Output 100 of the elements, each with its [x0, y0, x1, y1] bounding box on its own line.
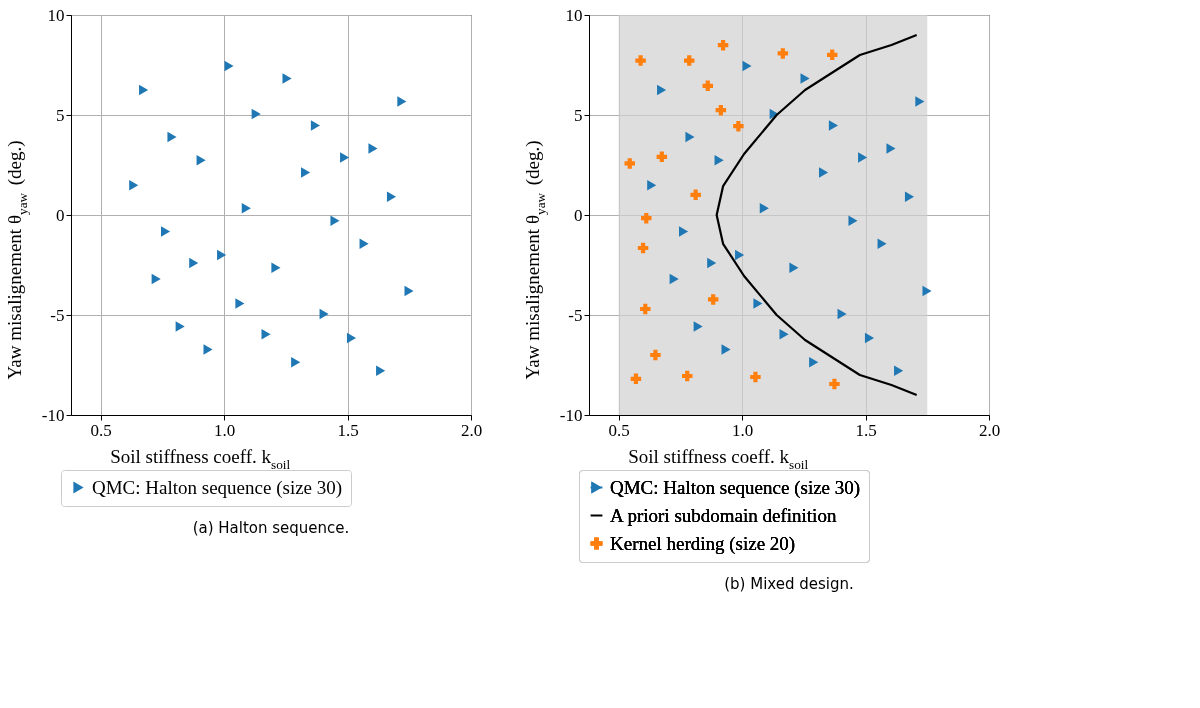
point — [707, 257, 717, 269]
point — [742, 60, 752, 72]
point — [330, 215, 340, 227]
legend-label: A priori subdomain definition — [610, 504, 837, 526]
point — [679, 226, 689, 237]
y-axis-title: Yaw misalignement θyaw (deg.) — [522, 140, 548, 380]
point — [637, 242, 649, 254]
point — [161, 226, 171, 237]
x-tick-label: 1.5 — [855, 420, 877, 440]
point — [707, 294, 719, 305]
point — [151, 273, 161, 285]
point — [235, 298, 245, 309]
point — [684, 55, 695, 66]
point — [319, 308, 329, 320]
x-tick-label: 1.0 — [731, 420, 754, 440]
line-series — [715, 33, 918, 397]
point — [915, 96, 925, 107]
point — [669, 273, 679, 285]
y-tick-label: -10 — [559, 405, 583, 425]
y-tick-label: 0 — [56, 205, 65, 225]
point — [733, 120, 744, 132]
y-tick-label: -5 — [568, 305, 583, 325]
point — [809, 356, 819, 368]
point — [714, 154, 724, 166]
x-tick-label: 1.5 — [337, 420, 359, 440]
point — [397, 96, 407, 107]
y-tick-label: 10 — [565, 5, 583, 25]
point — [904, 191, 915, 203]
y-tick-label: 5 — [56, 105, 65, 125]
legend-label: Kernel herding (size 20) — [610, 532, 796, 555]
point — [864, 332, 875, 344]
point — [735, 249, 745, 261]
point — [837, 308, 847, 320]
point — [271, 262, 281, 274]
y-tick-label: -5 — [50, 305, 65, 325]
point — [630, 373, 642, 385]
point — [129, 179, 139, 191]
point — [721, 344, 731, 355]
x-tick-label: 0.5 — [608, 420, 630, 440]
point — [826, 49, 838, 61]
y-tick-label: -10 — [41, 405, 65, 425]
point — [829, 378, 840, 390]
point — [685, 131, 695, 143]
text: (a) Halton sequence. — [192, 518, 350, 537]
point — [715, 104, 727, 116]
point — [310, 120, 320, 131]
point — [759, 202, 769, 214]
point — [819, 167, 829, 178]
point — [189, 257, 199, 269]
point — [301, 167, 311, 178]
point — [139, 84, 149, 96]
point — [717, 39, 729, 51]
point — [650, 349, 661, 361]
y-axis-title: Yaw misalignement θyaw (deg.) — [4, 140, 30, 380]
point — [340, 152, 350, 163]
point — [386, 191, 397, 203]
x-tick-label: 0.5 — [90, 420, 112, 440]
point — [203, 344, 213, 355]
point — [656, 151, 668, 163]
x-tick-label: 2.0 — [460, 420, 483, 440]
y-tick-label: 0 — [574, 205, 583, 225]
point — [217, 249, 227, 261]
x-tick-label: 1.0 — [213, 420, 236, 440]
point — [702, 80, 714, 92]
point — [368, 143, 378, 154]
point — [894, 365, 904, 377]
point — [346, 332, 357, 344]
point — [777, 48, 789, 59]
point — [196, 154, 206, 166]
point — [291, 356, 301, 368]
point — [640, 303, 651, 315]
point — [682, 370, 693, 382]
point — [624, 158, 635, 169]
point — [750, 371, 761, 383]
point — [241, 202, 251, 214]
point — [886, 143, 896, 154]
point — [858, 152, 868, 163]
point — [828, 120, 838, 131]
point — [922, 285, 932, 297]
point — [404, 285, 414, 297]
point — [251, 108, 261, 120]
legend-label: QMC: Halton sequence (size 30) — [610, 476, 861, 499]
x-tick-label: 2.0 — [978, 420, 1001, 440]
point — [376, 365, 386, 377]
point — [693, 321, 703, 332]
y-tick-label: 5 — [574, 105, 583, 125]
text: (b) Mixed design. — [724, 574, 854, 593]
point — [647, 179, 657, 191]
point — [175, 321, 185, 332]
legend-label: QMC: Halton sequence (size 30) — [92, 476, 343, 499]
point — [641, 212, 652, 224]
point — [224, 60, 234, 72]
y-tick-label: 10 — [47, 5, 65, 25]
point — [635, 55, 646, 66]
point — [167, 131, 177, 143]
point — [690, 189, 701, 201]
point — [753, 298, 763, 309]
point — [848, 215, 858, 227]
point — [789, 262, 799, 274]
point — [657, 84, 667, 96]
